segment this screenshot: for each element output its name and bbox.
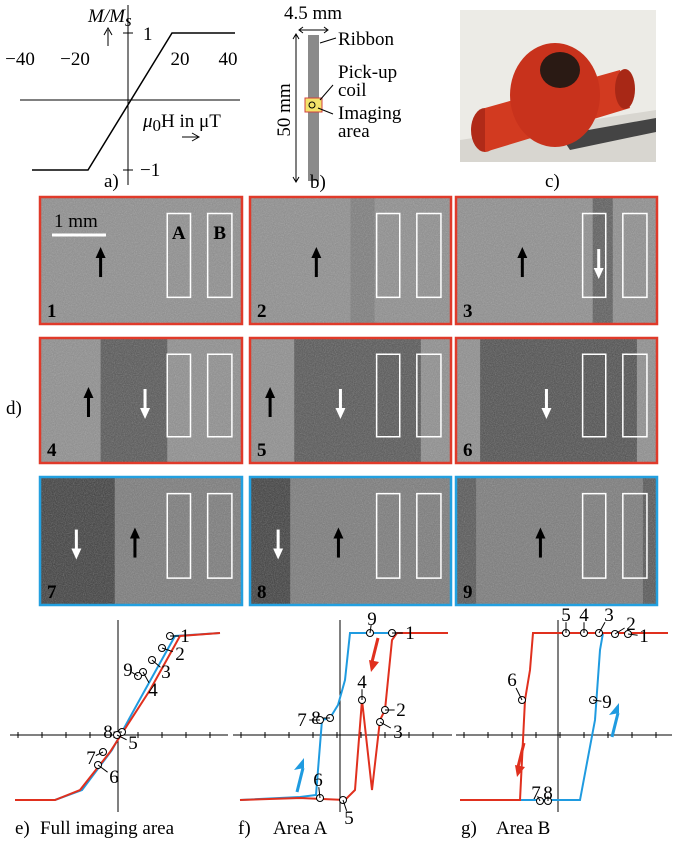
plot-title: Full imaging area	[40, 818, 175, 839]
panel-b	[293, 27, 336, 182]
noise	[456, 477, 657, 605]
frame-number: 7	[47, 582, 57, 603]
box-label: A	[172, 223, 186, 244]
point-label: 9	[123, 660, 133, 681]
width-label: 4.5 mm	[284, 3, 342, 24]
panel-d: 1 1 mm A B 2 3 4 5 6 7 8 9	[40, 197, 657, 605]
point-label: 6	[109, 767, 119, 788]
x-label-sub: 0	[153, 116, 162, 135]
caption: d)	[6, 398, 22, 419]
x-tick: −20	[60, 49, 90, 70]
noise	[250, 338, 451, 463]
frame-number: 6	[463, 440, 473, 461]
point-label: 2	[175, 644, 185, 665]
point-label: 1	[639, 626, 649, 647]
x-label-rest: H in μT	[161, 111, 221, 132]
frame-number: 2	[257, 301, 267, 322]
y-tick: 1	[143, 24, 153, 45]
plot-title: Area A	[273, 818, 328, 839]
point-label: 3	[393, 722, 403, 743]
curve-red	[240, 633, 448, 800]
point-label: 8	[543, 783, 553, 804]
frame-number: 9	[463, 582, 473, 603]
length-label: 50 mm	[274, 83, 295, 137]
scale-label: 1 mm	[54, 211, 98, 232]
panels-efg: 123498576e)Full imaging area918472365f)A…	[10, 605, 672, 839]
point-label: 3	[604, 605, 614, 626]
frame-number: 4	[47, 440, 57, 461]
noise	[40, 338, 242, 463]
frame-number: 3	[463, 301, 473, 322]
point-label: 7	[297, 710, 307, 731]
noise	[250, 197, 451, 324]
ribbon-label: Ribbon	[338, 29, 394, 50]
x-label-mu: μ	[142, 111, 153, 132]
y-label: M/Ms	[87, 6, 132, 30]
imaging-label: area	[338, 121, 370, 142]
direction-arrow-head	[294, 758, 304, 770]
point-label: 4	[579, 605, 589, 626]
direction-arrow-head	[369, 660, 379, 672]
caption: a)	[104, 171, 119, 192]
caption: e)	[15, 818, 30, 839]
x-tick: 20	[171, 49, 190, 70]
coil-label: coil	[338, 80, 367, 101]
point-label: 6	[507, 670, 517, 691]
point-label: 4	[148, 680, 158, 701]
curve-blue	[460, 633, 668, 800]
noise	[40, 477, 242, 605]
point-label: 8	[103, 722, 113, 743]
point-label: 9	[602, 692, 612, 713]
point-label: 3	[161, 662, 171, 683]
noise	[456, 338, 657, 463]
y-label-main: M/M	[87, 6, 126, 27]
direction-arrow	[612, 713, 618, 737]
x-tick: −40	[5, 49, 35, 70]
y-tick: −1	[140, 160, 160, 181]
figure: M/Ms −40 −20 20 40 1 −1 μ0H in μT a) 4.5…	[0, 0, 678, 841]
noise	[456, 197, 657, 324]
caption: c)	[545, 171, 560, 192]
photo	[460, 10, 656, 162]
point-label: 9	[367, 609, 377, 630]
point-label: 4	[357, 672, 367, 693]
direction-arrow	[297, 768, 303, 792]
curve-blue	[240, 633, 448, 800]
direction-arrow-head	[515, 765, 525, 777]
frame-number: 5	[257, 440, 267, 461]
frame-number: 8	[257, 582, 267, 603]
x-label: μ0H in μT	[142, 111, 221, 135]
point-label: 1	[405, 623, 415, 644]
panel-a	[20, 5, 240, 185]
point-label: 7	[531, 783, 541, 804]
point-label: 2	[396, 700, 406, 721]
box-label: B	[213, 223, 226, 244]
point-label: 5	[344, 808, 354, 829]
point-label: 5	[128, 733, 138, 754]
frame-number: 1	[47, 301, 57, 322]
noise	[250, 477, 451, 605]
caption: f)	[238, 818, 251, 839]
point-label: 5	[561, 605, 571, 626]
y-label-sub: s	[125, 11, 132, 30]
plot-title: Area B	[496, 818, 550, 839]
caption: b)	[310, 172, 326, 193]
caption: g)	[461, 818, 477, 839]
direction-arrow	[372, 638, 378, 662]
point-label: 6	[313, 770, 323, 791]
curve-red	[460, 633, 668, 800]
x-tick: 40	[219, 49, 238, 70]
